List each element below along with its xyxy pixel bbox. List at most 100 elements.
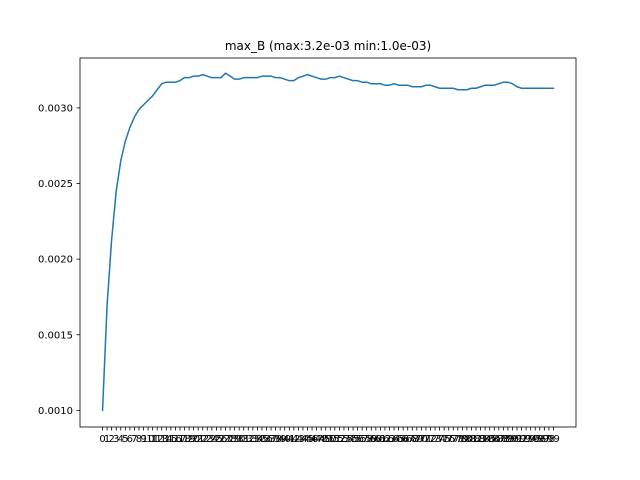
x-tick-label: 1 <box>104 434 110 445</box>
x-tick-label: 97 <box>538 434 551 445</box>
x-tick-label: 65 <box>392 434 405 445</box>
x-tick-label: 93 <box>520 434 533 445</box>
x-tick-label: 56 <box>351 434 364 445</box>
x-tick-label: 32 <box>242 434 255 445</box>
x-tick-label: 18 <box>178 434 191 445</box>
x-tick-label: 66 <box>397 434 410 445</box>
x-tick-label: 12 <box>151 434 164 445</box>
x-tick-label: 9 <box>140 434 146 445</box>
x-tick-label: 31 <box>237 434 250 445</box>
x-tick-label: 30 <box>233 434 246 445</box>
x-tick-label: 34 <box>251 434 264 445</box>
x-tick-label: 87 <box>492 434 505 445</box>
x-tick-label: 75 <box>438 434 451 445</box>
x-tick-label: 48 <box>315 434 328 445</box>
x-tick-label: 69 <box>410 434 423 445</box>
y-tick-label: 0.0030 <box>38 103 73 114</box>
x-tick-label: 59 <box>365 434 378 445</box>
x-tick-label: 6 <box>127 434 133 445</box>
x-tick-label: 3 <box>113 434 119 445</box>
x-tick-label: 70 <box>415 434 428 445</box>
x-tick-label: 17 <box>174 434 187 445</box>
x-tick-label: 16 <box>169 434 182 445</box>
x-tick-label: 19 <box>183 434 196 445</box>
x-tick-label: 88 <box>497 434 510 445</box>
x-tick-label: 94 <box>524 434 537 445</box>
x-tick-label: 43 <box>292 434 305 445</box>
x-tick-label: 5 <box>122 434 128 445</box>
x-tick-label: 74 <box>433 434 446 445</box>
x-tick-label: 49 <box>319 434 332 445</box>
x-tick-label: 0 <box>99 434 105 445</box>
x-tick-label: 90 <box>506 434 519 445</box>
x-tick-label: 98 <box>543 434 556 445</box>
y-tick-label: 0.0020 <box>38 255 73 266</box>
x-tick-label: 96 <box>533 434 546 445</box>
x-tick-label: 11 <box>146 434 159 445</box>
x-tick-label: 95 <box>529 434 542 445</box>
y-axis-ticks: 0.0010 0.0015 0.0020 0.0025 0.0030 <box>38 103 80 417</box>
x-tick-label: 51 <box>328 434 341 445</box>
x-tick-label: 85 <box>483 434 496 445</box>
x-tick-label: 2 <box>108 434 114 445</box>
x-tick-label: 21 <box>192 434 205 445</box>
x-tick-label: 73 <box>429 434 442 445</box>
x-tick-label: 42 <box>287 434 300 445</box>
x-tick-label: 47 <box>310 434 323 445</box>
x-tick-label: 4 <box>118 434 124 445</box>
y-tick-label: 0.0010 <box>38 406 73 417</box>
x-tick-label: 68 <box>406 434 419 445</box>
x-tick-label: 20 <box>187 434 200 445</box>
x-tick-label: 8 <box>136 434 142 445</box>
x-tick-label: 50 <box>324 434 337 445</box>
x-tick-label: 10 <box>142 434 155 445</box>
x-tick-label: 26 <box>215 434 228 445</box>
x-tick-label: 58 <box>360 434 373 445</box>
x-tick-label: 46 <box>306 434 319 445</box>
y-tick-label: 0.0015 <box>38 330 73 341</box>
x-tick-label: 7 <box>131 434 137 445</box>
x-tick-label: 63 <box>383 434 396 445</box>
x-tick-label: 60 <box>369 434 382 445</box>
x-tick-label: 54 <box>342 434 355 445</box>
x-tick-label: 24 <box>205 434 218 445</box>
x-tick-label: 89 <box>502 434 515 445</box>
x-tick-label: 37 <box>265 434 278 445</box>
x-tick-label: 39 <box>274 434 287 445</box>
x-tick-label: 78 <box>451 434 464 445</box>
x-tick-label: 15 <box>164 434 177 445</box>
x-tick-label: 86 <box>488 434 501 445</box>
x-tick-label: 80 <box>461 434 474 445</box>
x-tick-label: 83 <box>474 434 487 445</box>
x-tick-label: 72 <box>424 434 437 445</box>
x-tick-label: 82 <box>470 434 483 445</box>
x-tick-label: 35 <box>256 434 269 445</box>
x-tick-label: 27 <box>219 434 232 445</box>
x-tick-label: 28 <box>224 434 237 445</box>
x-tick-label: 22 <box>196 434 209 445</box>
x-tick-label: 36 <box>260 434 273 445</box>
x-tick-label: 45 <box>301 434 314 445</box>
x-tick-label: 71 <box>420 434 433 445</box>
x-tick-label: 52 <box>333 434 346 445</box>
x-axis-ticks: 0123456789101112131415161718192021222324… <box>99 427 560 445</box>
x-tick-label: 44 <box>297 434 310 445</box>
x-tick-label: 91 <box>511 434 524 445</box>
x-tick-label: 79 <box>456 434 469 445</box>
x-tick-label: 33 <box>246 434 259 445</box>
x-tick-label: 41 <box>283 434 296 445</box>
x-tick-label: 64 <box>388 434 401 445</box>
x-tick-label: 29 <box>228 434 241 445</box>
x-tick-label: 99 <box>547 434 560 445</box>
x-tick-label: 62 <box>379 434 392 445</box>
x-tick-label: 57 <box>356 434 369 445</box>
x-tick-label: 81 <box>465 434 478 445</box>
chart-title: max_B (max:3.2e-03 min:1.0e-03) <box>225 39 431 53</box>
series-line <box>101 72 555 412</box>
axes-frame <box>79 57 577 428</box>
x-tick-label: 38 <box>269 434 282 445</box>
x-tick-label: 40 <box>278 434 291 445</box>
x-tick-label: 25 <box>210 434 223 445</box>
